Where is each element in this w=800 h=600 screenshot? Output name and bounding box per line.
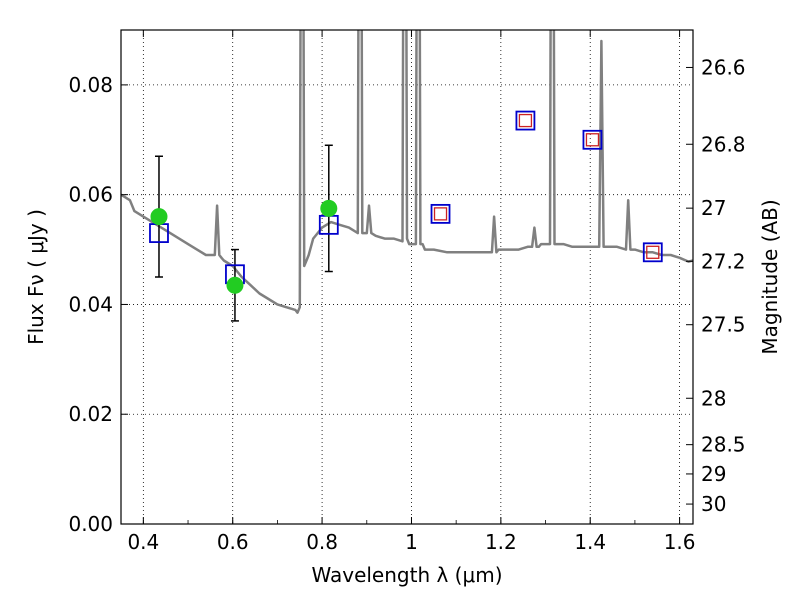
y2-axis-label: Magnitude (AB) [758,199,782,354]
model-square [642,242,663,263]
mag-tick-label: 29 [701,462,726,486]
mag-tick-label: 26.6 [701,55,746,79]
mag-tick-label: 30 [701,492,726,516]
x-tick-label: 1 [405,530,418,554]
model-square-inner [518,113,533,128]
y-tick-label: 0.02 [68,402,113,426]
y-tick-label: 0.04 [68,292,113,316]
model-square-inner [646,245,660,259]
model-square-inner [433,207,448,221]
observed-point [226,276,244,294]
y-tick-label: 0.08 [68,73,113,97]
mag-tick-label: 26.8 [701,132,746,156]
x-tick-label: 1.4 [574,530,606,554]
plot-data [121,30,693,322]
observed-point [320,199,338,217]
mag-tick-label: 28.5 [701,433,746,457]
model-square-inner [585,133,600,147]
model-spectrum-line [121,30,693,314]
mag-tick-label: 27 [701,196,726,220]
observed-point [150,208,168,226]
model-square [582,129,603,150]
y-axis-label: Flux Fν ( μJy ) [24,209,48,345]
plot-frame [120,29,694,525]
tick-labels: 0.4 0.6 0.8 1 1.2 1.4 1.6 0.00 0.02 0.04 0.06 0.08 2… [68,55,745,554]
x-tick-label: 0.4 [127,530,159,554]
x-tick-label: 0.6 [217,530,249,554]
mag-tick-label: 28 [701,386,726,410]
y-tick-label: 0.06 [68,183,113,207]
mag-tick-label: 27.2 [701,249,746,273]
x-tick-label: 1.2 [485,530,517,554]
x-tick-label: 0.8 [306,530,338,554]
y-tick-label: 0.00 [68,512,113,536]
x-tick-label: 1.6 [664,530,696,554]
axis-ticks [121,30,693,525]
model-square [430,203,451,224]
mag-tick-label: 27.5 [701,313,746,337]
model-square [515,110,536,131]
x-axis-label: Wavelength λ (μm) [311,563,502,587]
